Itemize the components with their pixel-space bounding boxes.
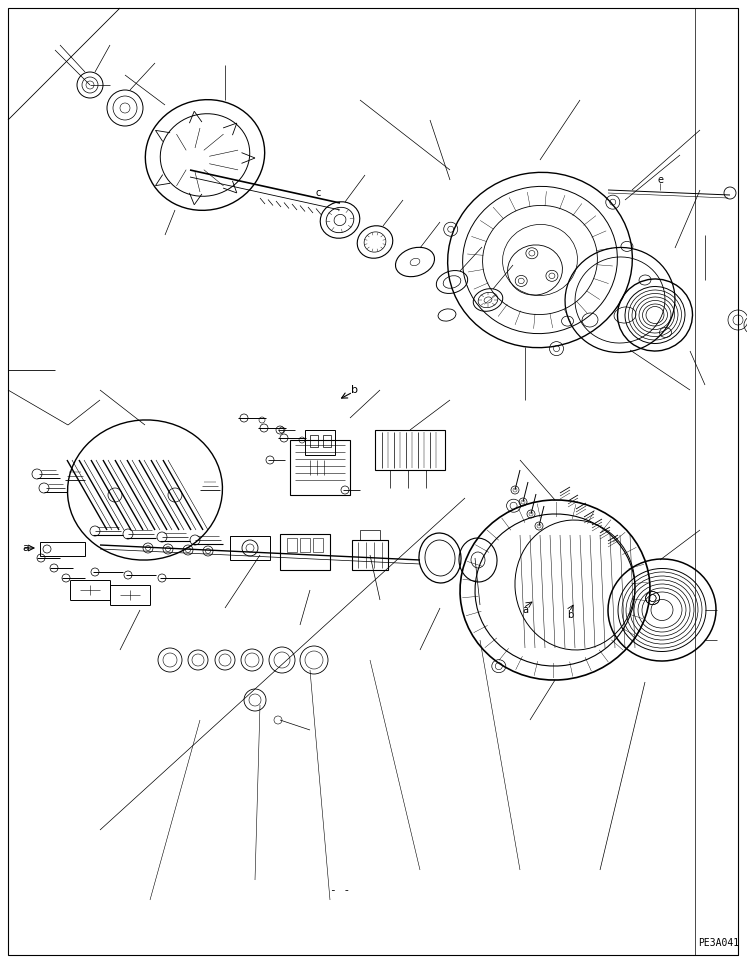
- Bar: [352, 540, 388, 570]
- Bar: [360, 530, 380, 540]
- Bar: [230, 536, 270, 560]
- Bar: [40, 542, 85, 556]
- Text: b: b: [567, 610, 573, 620]
- Text: c: c: [315, 188, 320, 198]
- Text: - -: - -: [330, 885, 350, 895]
- Bar: [695, 8, 738, 955]
- Bar: [290, 440, 350, 495]
- Bar: [287, 538, 297, 552]
- Bar: [305, 430, 335, 455]
- Text: e: e: [657, 175, 663, 185]
- Text: b: b: [352, 385, 359, 395]
- Bar: [375, 430, 445, 470]
- Bar: [310, 435, 318, 447]
- Text: PE3A041: PE3A041: [698, 938, 740, 948]
- Bar: [313, 538, 323, 552]
- Text: a: a: [22, 543, 29, 553]
- Bar: [280, 534, 330, 570]
- Bar: [300, 538, 310, 552]
- Text: a: a: [522, 605, 528, 615]
- Bar: [323, 435, 331, 447]
